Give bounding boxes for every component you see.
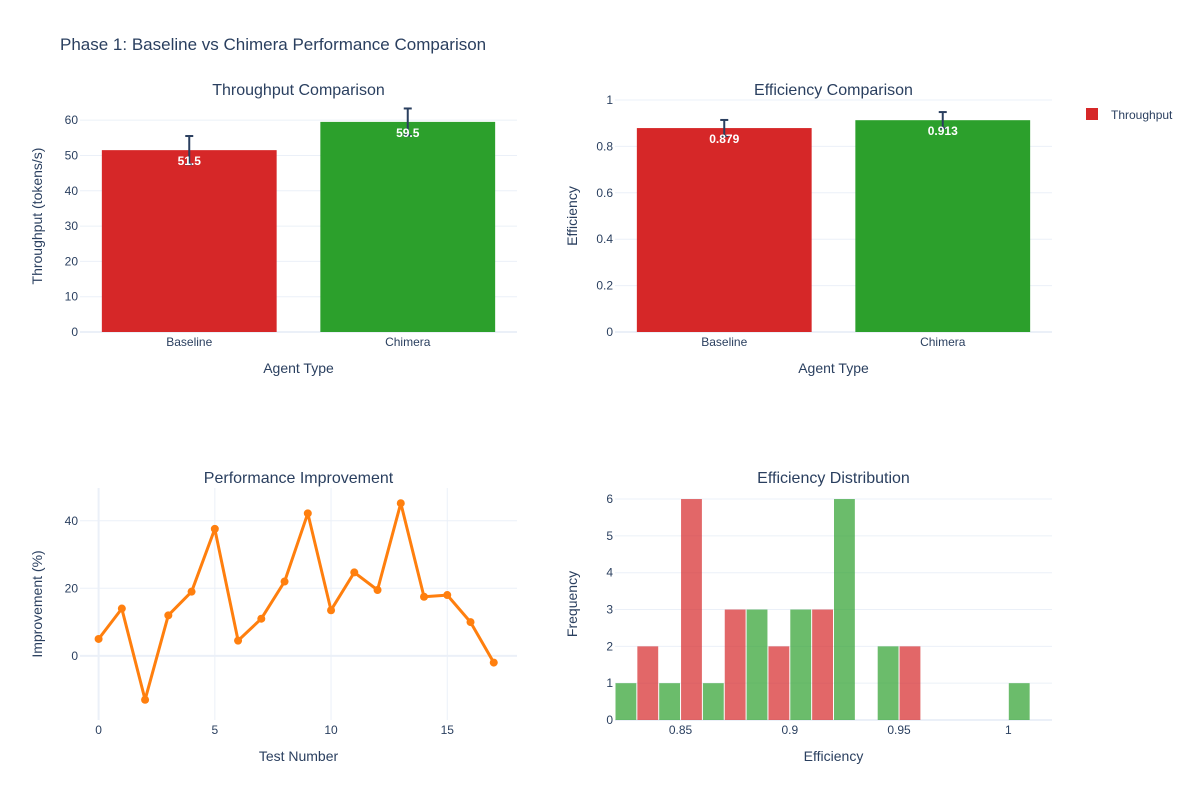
- y-tick-label: 0: [71, 649, 78, 663]
- y-tick-label: 10: [65, 290, 79, 304]
- data-point: [187, 587, 196, 596]
- data-point: [117, 604, 126, 613]
- throughput-chart: 0 10 20 30 40 50 60 Throughput Comparison Agent …: [29, 82, 517, 376]
- chart-title: Efficiency Comparison: [754, 82, 913, 99]
- x-axis-title: Efficiency: [804, 748, 864, 764]
- y-tick-label: 50: [65, 148, 79, 162]
- histogram-bar: [702, 683, 724, 720]
- bar: [320, 121, 496, 332]
- y-tick-label: 1: [606, 676, 613, 690]
- distribution-chart: 0 1 2 3 4 5 6 Efficiency Distribution Efficiency…: [564, 470, 1052, 764]
- y-axis-title: Throughput (tokens/s): [29, 148, 45, 285]
- legend-swatch-throughput: [1086, 108, 1098, 120]
- y-tick-label: 0.8: [596, 139, 613, 153]
- data-point: [280, 577, 289, 586]
- data-point: [373, 585, 382, 594]
- bar: [855, 120, 1031, 333]
- y-tick-label: 40: [65, 184, 79, 198]
- x-tick-label: 0.85: [669, 723, 693, 737]
- x-tick-label: Chimera: [385, 335, 431, 349]
- data-point: [466, 618, 475, 627]
- data-label: 51.5: [178, 154, 202, 168]
- data-point: [350, 568, 359, 577]
- histogram-bar: [812, 609, 833, 720]
- data-label: 59.5: [396, 126, 420, 140]
- histogram-bar: [746, 609, 768, 720]
- y-axis-title: Frequency: [564, 571, 580, 637]
- chart-title: Performance Improvement: [204, 470, 394, 487]
- y-tick-label: 40: [65, 514, 79, 528]
- histogram-bar: [681, 499, 702, 720]
- y-tick-label: 1: [606, 93, 613, 107]
- y-tick-label: 6: [606, 492, 613, 506]
- y-tick-label: 2: [606, 639, 613, 653]
- data-point: [234, 636, 243, 645]
- y-tick-label: 0: [71, 325, 78, 339]
- data-point: [210, 524, 219, 533]
- series-line: [97, 501, 496, 702]
- y-tick-label: 5: [606, 529, 613, 543]
- y-tick-label: 4: [606, 566, 613, 580]
- x-tick-label: Chimera: [920, 335, 966, 349]
- y-tick-label: 0.4: [596, 232, 613, 246]
- chart-title: Throughput Comparison: [212, 82, 385, 99]
- data-point: [303, 509, 312, 518]
- chart-title: Efficiency Distribution: [757, 470, 910, 487]
- y-tick-label: 60: [65, 113, 79, 127]
- y-tick-label: 3: [606, 603, 613, 617]
- histogram-bar: [768, 646, 790, 720]
- histogram-bar: [724, 609, 746, 720]
- x-axis-title: Agent Type: [263, 360, 334, 376]
- x-axis-title: Agent Type: [798, 360, 869, 376]
- data-point: [489, 658, 498, 667]
- data-label: 0.913: [928, 124, 958, 138]
- data-point: [141, 695, 150, 704]
- y-tick-label: 0: [606, 325, 613, 339]
- x-axis-title: Test Number: [259, 748, 339, 764]
- bar: [636, 128, 812, 332]
- y-axis-title: Improvement (%): [29, 550, 45, 657]
- data-point: [94, 634, 103, 643]
- histogram-bar: [790, 609, 812, 720]
- y-tick-label: 0: [606, 713, 613, 727]
- y-axis-title: Efficiency: [564, 186, 580, 246]
- x-tick-label: 1: [1005, 723, 1012, 737]
- legend[interactable]: Throughput: [1086, 108, 1173, 122]
- histogram-bar: [637, 646, 659, 720]
- improvement-chart: 0 5 10 15 0 20 40 Performance Improvement Test N…: [29, 470, 517, 764]
- y-tick-label: 20: [65, 581, 79, 595]
- data-point: [257, 614, 266, 623]
- efficiency-chart: 0 0.2 0.4 0.6 0.8 1 Efficiency Comparison Agent…: [564, 82, 1052, 376]
- histogram-bar: [659, 683, 681, 720]
- y-tick-label: 0.6: [596, 186, 613, 200]
- x-tick-label: Baseline: [701, 335, 747, 349]
- x-tick-label: Baseline: [166, 335, 212, 349]
- x-tick-label: 10: [324, 723, 338, 737]
- data-label: 0.879: [709, 132, 739, 146]
- data-point: [420, 592, 429, 601]
- histogram-bar: [615, 683, 637, 720]
- histogram-bar: [1008, 683, 1030, 720]
- histogram-bar: [899, 646, 921, 720]
- page-title: Phase 1: Baseline vs Chimera Performance…: [60, 35, 486, 54]
- data-point: [396, 499, 405, 508]
- data-point: [164, 611, 173, 620]
- bar: [101, 150, 277, 332]
- x-tick-label: 15: [441, 723, 455, 737]
- y-tick-label: 20: [65, 254, 79, 268]
- y-tick-label: 30: [65, 219, 79, 233]
- x-tick-label: 5: [211, 723, 218, 737]
- legend-label-throughput: Throughput: [1111, 108, 1173, 122]
- data-point: [327, 606, 336, 615]
- data-point: [443, 591, 452, 600]
- x-tick-label: 0: [95, 723, 102, 737]
- histogram-bar: [877, 646, 899, 720]
- x-tick-label: 0.95: [887, 723, 911, 737]
- x-tick-label: 0.9: [781, 723, 798, 737]
- histogram-bar: [834, 499, 855, 720]
- y-tick-label: 0.2: [596, 279, 613, 293]
